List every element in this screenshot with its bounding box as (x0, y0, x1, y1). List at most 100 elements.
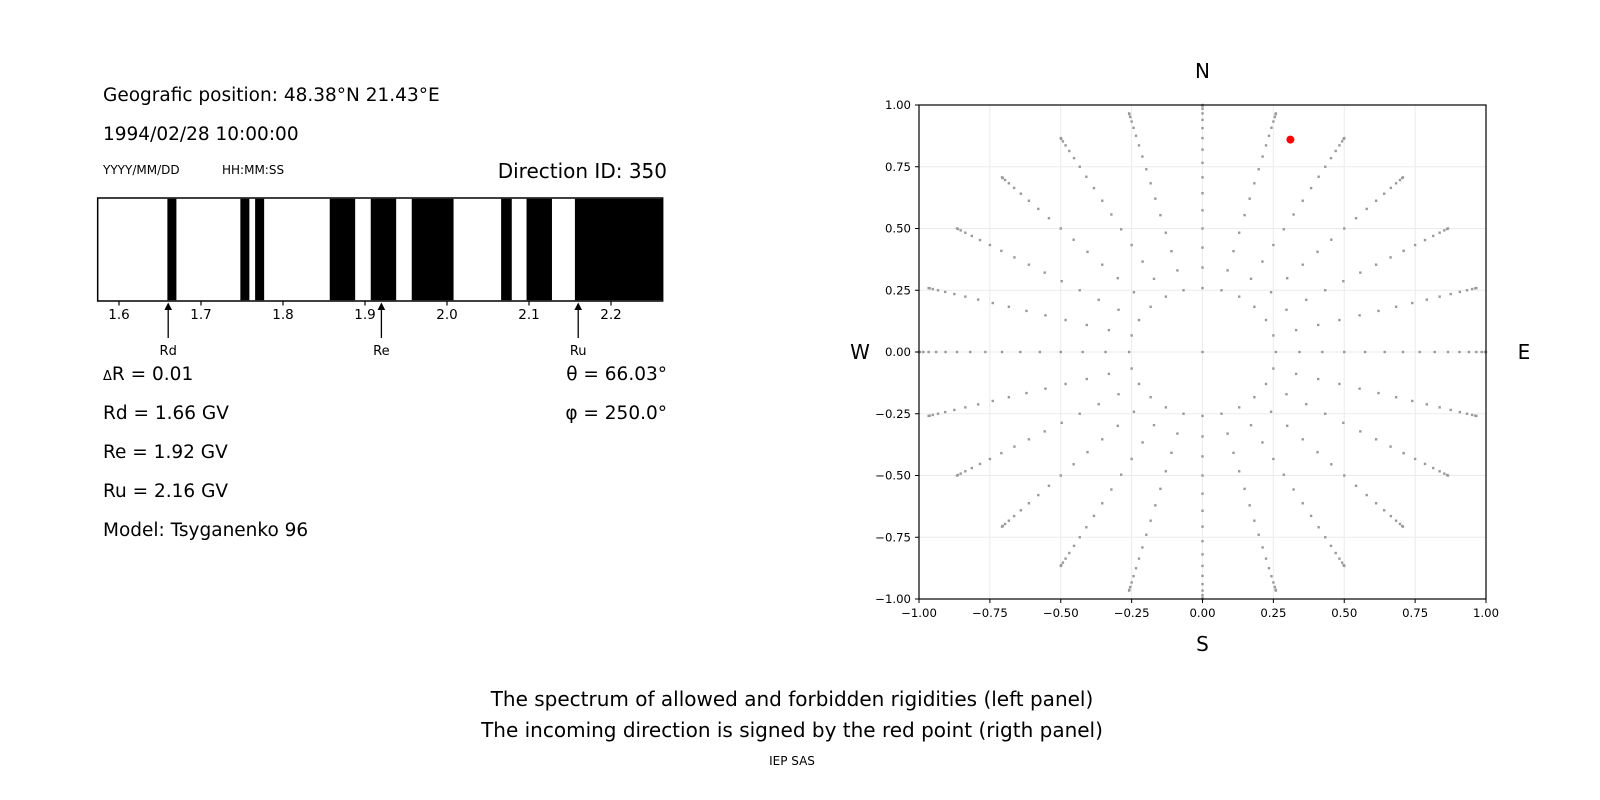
dot (1282, 228, 1286, 231)
dot (1425, 403, 1429, 406)
dot (1383, 350, 1386, 354)
dot (1101, 199, 1104, 202)
dot (1377, 391, 1380, 395)
dot (943, 290, 947, 294)
dot (1060, 279, 1063, 283)
dot (1201, 192, 1204, 195)
dot (1324, 412, 1327, 415)
caption-credit: IEP SAS (769, 754, 815, 768)
time-format-label: HH:MM:SS (222, 163, 285, 177)
dot (1085, 377, 1088, 381)
dot (1110, 488, 1113, 491)
dot (1354, 217, 1358, 220)
dot (1401, 350, 1405, 354)
dot (1363, 350, 1367, 354)
dot (1132, 410, 1136, 413)
dot (1329, 544, 1333, 548)
forbidden-band (329, 198, 356, 301)
param-delta-r: ΔR = 0.01 (103, 364, 193, 385)
dot (1061, 140, 1065, 143)
x-tick-label: 0.75 (1402, 606, 1428, 620)
dot (988, 243, 992, 247)
dot (953, 408, 956, 412)
x-tick-label: −0.75 (972, 606, 1008, 620)
dot (1064, 382, 1067, 386)
dot (1446, 474, 1450, 477)
dot (1003, 178, 1007, 182)
dot (1264, 557, 1268, 560)
dot (1317, 175, 1320, 178)
forbidden-band (574, 198, 663, 301)
dot (964, 295, 967, 298)
dot (955, 350, 959, 354)
dot (1141, 441, 1144, 444)
dot (1201, 589, 1204, 592)
dot (1294, 328, 1298, 332)
dot (1027, 438, 1031, 441)
dot (1182, 289, 1185, 292)
dot (1467, 350, 1471, 354)
dot (1007, 305, 1011, 308)
dot (1458, 350, 1461, 354)
dot (1201, 148, 1204, 151)
dot (1064, 557, 1067, 560)
dot (1438, 406, 1441, 409)
param-re: Re = 1.92 GV (103, 442, 228, 463)
dot (1248, 504, 1251, 507)
dot (1012, 186, 1016, 190)
dot (1411, 399, 1414, 403)
dot (1064, 144, 1067, 147)
dot (1201, 553, 1204, 556)
dot (1274, 350, 1278, 354)
dot (1330, 463, 1333, 466)
dot (1201, 136, 1204, 140)
dot (1294, 372, 1298, 376)
dot (1432, 466, 1435, 470)
dot (1092, 514, 1096, 518)
dot (1321, 350, 1324, 354)
dot (1358, 314, 1361, 317)
dot (1081, 350, 1084, 354)
dot (1201, 161, 1204, 164)
figure-caption: The spectrum of allowed and forbidden ri… (292, 684, 1292, 768)
y-tick-label: 0.50 (885, 222, 911, 236)
dot (1201, 414, 1204, 418)
dot (1130, 334, 1133, 337)
dot (1164, 231, 1168, 234)
dot (931, 287, 935, 291)
dot (1201, 112, 1204, 115)
dot (1458, 410, 1462, 414)
dot (1027, 199, 1031, 202)
forbidden-band (255, 198, 265, 301)
dot (1301, 263, 1304, 266)
dot (1137, 557, 1141, 560)
dot (927, 350, 930, 354)
param-model: Model: Tsyganenko 96 (103, 520, 309, 541)
dot (991, 399, 994, 403)
dot (1475, 414, 1478, 418)
dot (1003, 522, 1007, 526)
marker-label: Re (373, 344, 389, 359)
dot (1338, 557, 1341, 560)
dot (1264, 382, 1268, 386)
dot (1309, 514, 1313, 518)
dot (978, 238, 982, 242)
dot (1374, 263, 1378, 266)
dot (1201, 227, 1204, 230)
dot (1012, 514, 1016, 518)
dot (1129, 585, 1132, 589)
dot (1097, 298, 1100, 302)
dot (1044, 314, 1047, 317)
dot (1220, 289, 1223, 292)
dot (1132, 126, 1135, 130)
dot (953, 292, 956, 296)
x-tick-label: 1.6 (108, 307, 129, 323)
dot (1413, 457, 1417, 461)
dot (1000, 249, 1003, 253)
dot (1394, 305, 1398, 308)
dot (1317, 526, 1320, 529)
marker-arrow-head (377, 302, 386, 310)
dot (1446, 227, 1450, 230)
y-tick-label: −1.00 (875, 592, 911, 606)
dot (1449, 292, 1452, 296)
